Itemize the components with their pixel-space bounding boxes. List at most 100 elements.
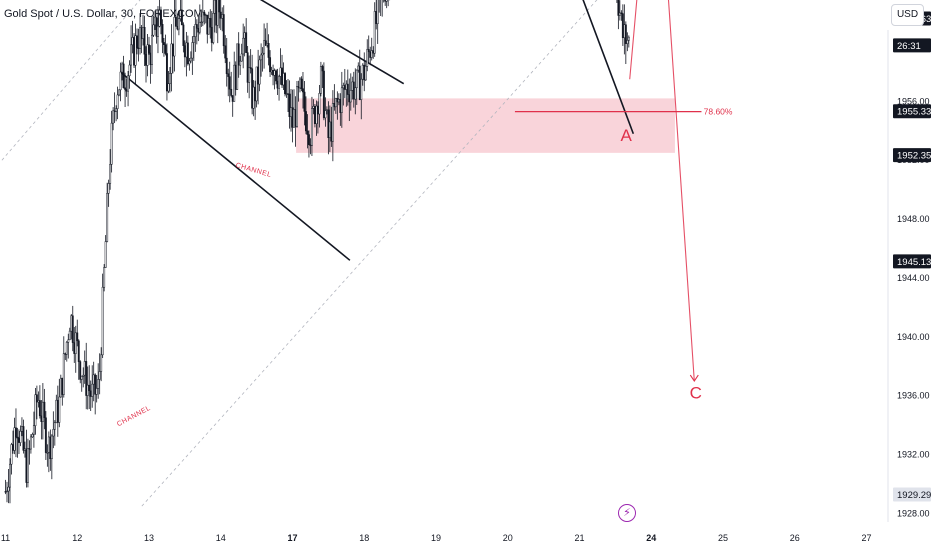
candle-body (46, 452, 49, 454)
candle-body (55, 399, 58, 423)
annotations-layer: 61.80%78.60%ABCCHANNELCHANNELCHANNEL (116, 107, 733, 429)
lightning-icon[interactable]: ⚡ (618, 504, 636, 522)
candle-body (25, 448, 28, 483)
price-axis[interactable]: 1928.00 1932.00 1936.00 1940.00 1944.00 1948.… (887, 0, 931, 522)
candle-body (342, 85, 345, 89)
candle-body (302, 88, 304, 93)
candle-body (32, 425, 35, 435)
candle-body (35, 394, 38, 403)
candle-body (318, 93, 321, 115)
candle-body (249, 67, 252, 69)
candle-body (252, 86, 255, 109)
candle-body (70, 315, 73, 332)
candle-body (10, 444, 13, 465)
candle-body (155, 17, 158, 37)
candle-body (124, 87, 127, 90)
candle-body (22, 426, 25, 451)
candle-body (53, 422, 56, 430)
candle-body (293, 109, 295, 128)
candle-body (191, 42, 194, 59)
candle-body (61, 377, 64, 395)
candle-body (115, 108, 118, 112)
candle-body (28, 448, 31, 450)
candle-body (337, 99, 340, 103)
candle-body (116, 94, 119, 109)
candle-body (12, 444, 14, 451)
candle-body (200, 21, 203, 23)
candle-body (358, 65, 361, 100)
candle-body (41, 401, 44, 422)
candle-body (246, 52, 249, 83)
candle-body (170, 43, 173, 74)
candle-body (206, 14, 209, 35)
demand-zone (296, 98, 675, 153)
candle-body (201, 11, 204, 23)
candle-body (113, 110, 116, 112)
candle-body (273, 70, 276, 76)
y-tick-label: 1936.00 (897, 391, 930, 401)
candle-body (325, 109, 328, 111)
candle-body (100, 354, 103, 372)
candle-body (213, 0, 216, 14)
candle-body (140, 27, 143, 39)
candle-body (97, 379, 100, 389)
trendlines-layer (1, 0, 702, 507)
candle-body (109, 164, 112, 184)
candle-body (352, 81, 355, 100)
candle-body (195, 24, 198, 29)
candle-body (258, 59, 261, 85)
candle-body (128, 64, 131, 77)
channel-2-lower (582, 0, 635, 135)
candle-body (334, 98, 337, 108)
candle-body (171, 43, 174, 57)
candle-body (327, 109, 330, 139)
candle-body (112, 110, 115, 124)
candle-body (270, 70, 273, 73)
candle-body (164, 44, 167, 54)
candle-body (76, 332, 79, 342)
candle-body (361, 64, 364, 80)
candles-layer (4, 0, 630, 504)
candle-body (339, 99, 342, 113)
candle-body (104, 241, 107, 268)
price-label: 1952.35 (897, 151, 931, 162)
candle-body (296, 86, 298, 127)
time-axis[interactable]: 11 12 13 14 17 18 19 20 21 24 25 26 27 (1, 533, 872, 543)
candle-body (254, 86, 257, 102)
candle-body (44, 417, 47, 453)
candle-body (228, 76, 231, 90)
candle-body (188, 60, 191, 65)
candle-body (168, 73, 171, 84)
candle-body (110, 122, 113, 165)
candle-body (322, 70, 325, 119)
candle-body (330, 121, 333, 142)
candle-body (237, 43, 240, 66)
candle-body (85, 361, 88, 396)
candle-body (143, 26, 146, 55)
candle-body (305, 111, 307, 132)
currency-button[interactable]: USD (891, 4, 924, 26)
candle-body (86, 384, 89, 396)
candle-body (29, 436, 32, 450)
x-tick-label: 21 (574, 533, 584, 543)
candle-body (133, 37, 136, 66)
candle-body (31, 434, 34, 438)
outer-channel-upper (1, 0, 141, 161)
candle-body (94, 374, 97, 395)
candle-body (89, 390, 92, 397)
candle-body (103, 267, 106, 288)
candle-body (127, 75, 130, 92)
candle-body (227, 73, 230, 77)
candle-body (348, 94, 351, 103)
candle-body (186, 42, 189, 65)
candle-body (294, 109, 297, 127)
price-label: 1955.33 (897, 107, 931, 118)
candle-body (307, 134, 310, 145)
candle-body (43, 401, 46, 419)
price-label-box (893, 38, 931, 53)
candle-body (92, 374, 95, 385)
candle-body (6, 490, 8, 493)
candle-body (360, 78, 363, 100)
candle-body (23, 448, 26, 451)
